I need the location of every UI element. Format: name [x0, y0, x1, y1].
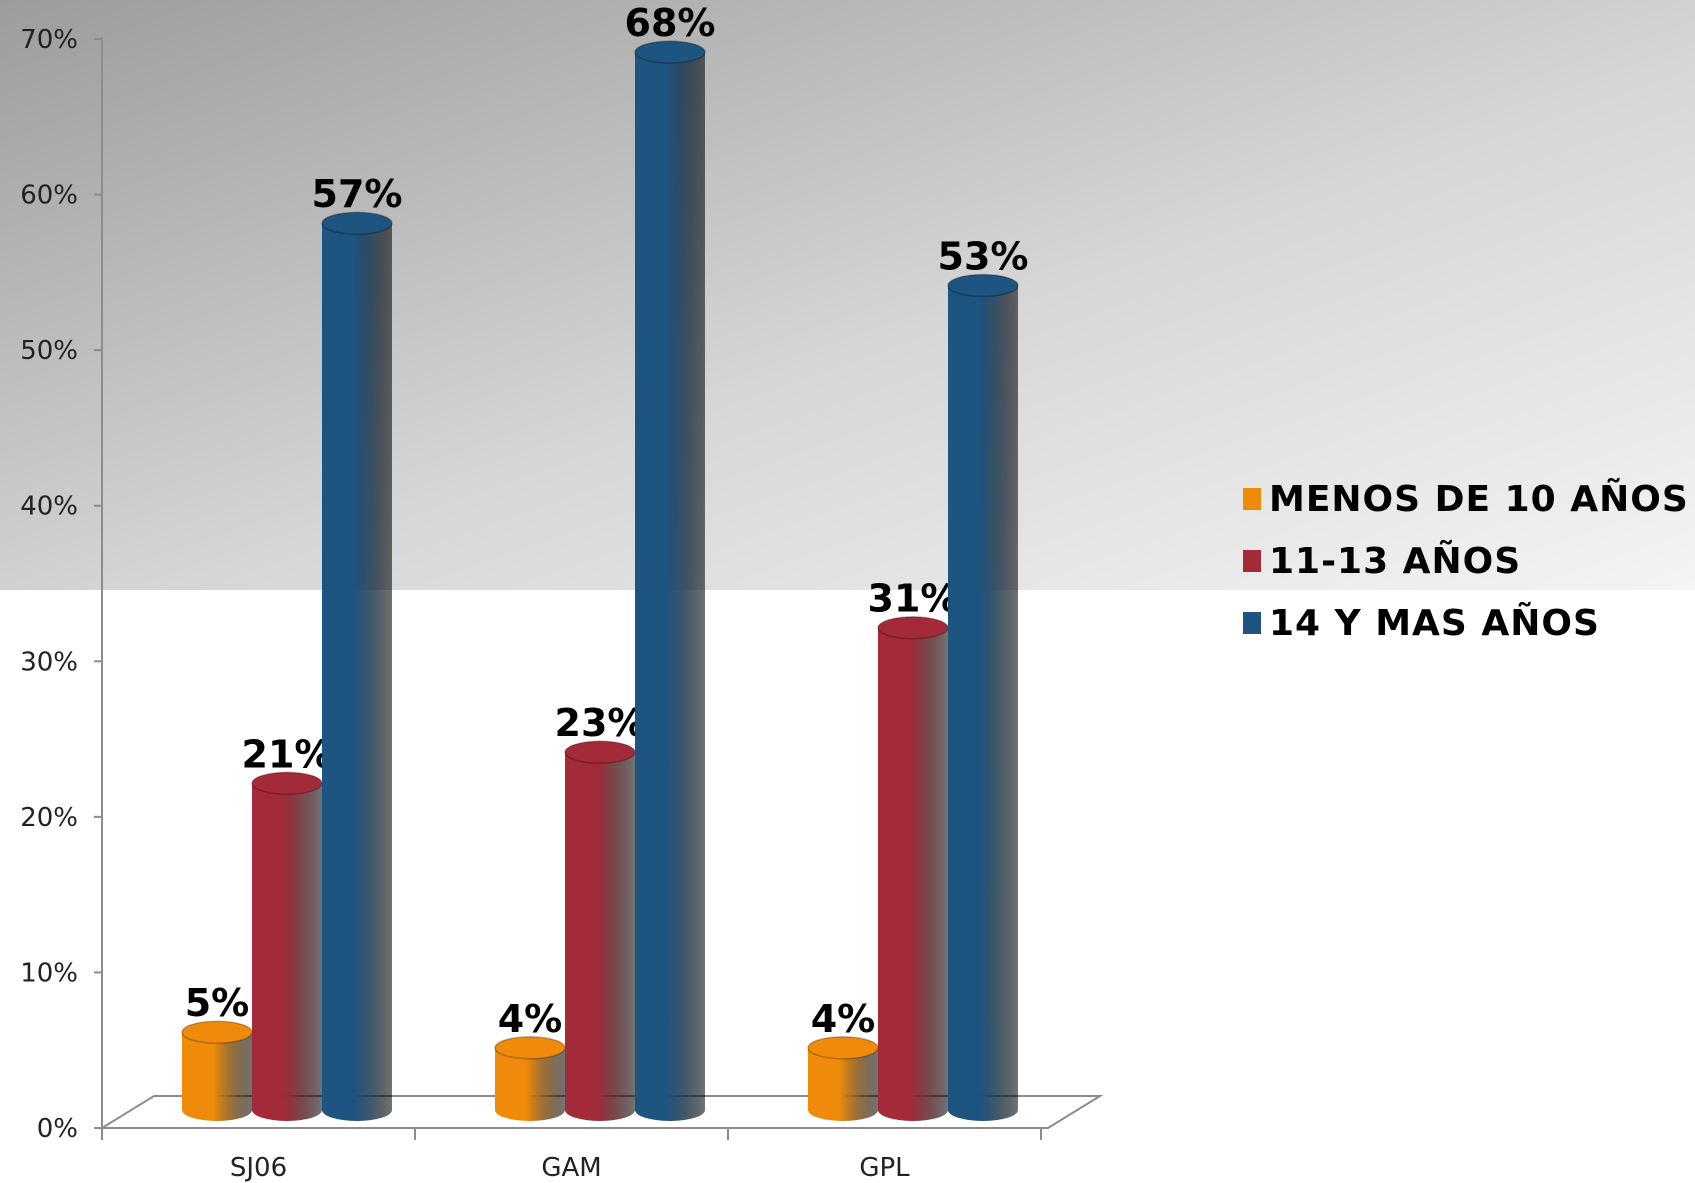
legend-label-menos-de-10: MENOS DE 10 AÑOS: [1269, 478, 1689, 520]
bar-body: [322, 223, 392, 1121]
y-tick-label: 60%: [20, 181, 78, 211]
bar-body: [565, 752, 635, 1121]
bar-body: [635, 52, 705, 1122]
legend-item-14-y-mas: 14 Y MAS AÑOS: [1243, 602, 1689, 644]
bar-body: [495, 1047, 565, 1121]
data-label: 53%: [938, 234, 1029, 278]
y-tick-label: 50%: [20, 336, 78, 366]
data-label: 68%: [625, 1, 716, 45]
bar-0-0: 5%: [181, 981, 253, 1121]
x-category-label: GAM: [541, 1153, 601, 1183]
data-label: 4%: [498, 997, 563, 1041]
bar-body: [948, 285, 1018, 1121]
bar-0-2: 4%: [807, 997, 879, 1121]
bar-top: [321, 211, 393, 235]
legend: MENOS DE 10 AÑOS 11-13 AÑOS 14 Y MAS AÑO…: [1243, 478, 1689, 644]
legend-item-menos-de-10: MENOS DE 10 AÑOS: [1243, 478, 1689, 520]
y-tick-label: 10%: [20, 958, 78, 988]
chart-background-band: [0, 0, 1695, 590]
bar-top: [947, 273, 1019, 298]
data-label: 5%: [185, 981, 250, 1025]
legend-swatch-11-13: [1243, 550, 1261, 572]
data-label: 4%: [811, 997, 876, 1041]
bar-1-1: 23%: [555, 701, 646, 1121]
bar-1-0: 21%: [242, 732, 333, 1121]
y-tick-label: 40%: [20, 492, 78, 522]
bar-body: [808, 1047, 878, 1121]
x-category-label: GPL: [859, 1153, 910, 1183]
y-tick-label: 30%: [20, 647, 78, 677]
bar-2-2: 53%: [938, 234, 1029, 1121]
bar-body: [252, 783, 322, 1121]
x-category-label: SJ06: [230, 1153, 287, 1183]
bar-2-1: 68%: [625, 1, 716, 1122]
bar-top: [634, 40, 706, 64]
bar-body: [182, 1032, 252, 1121]
legend-label-11-13: 11-13 AÑOS: [1269, 540, 1522, 582]
y-tick-label: 20%: [20, 803, 78, 833]
data-label: 23%: [555, 701, 646, 745]
legend-label-14-y-mas: 14 Y MAS AÑOS: [1269, 602, 1600, 644]
data-label: 21%: [242, 732, 333, 776]
bar-1-2: 31%: [868, 577, 959, 1121]
y-tick-label: 0%: [37, 1114, 78, 1144]
bar-2-0: 57%: [312, 172, 403, 1121]
legend-swatch-14-y-mas: [1243, 612, 1261, 634]
data-label: 57%: [312, 172, 403, 216]
bar-body: [878, 627, 948, 1121]
bar-0-1: 4%: [494, 997, 566, 1121]
legend-item-11-13: 11-13 AÑOS: [1243, 540, 1689, 582]
y-tick-label: 70%: [20, 25, 78, 55]
data-label: 31%: [868, 577, 959, 621]
legend-swatch-menos-de-10: [1243, 488, 1261, 510]
